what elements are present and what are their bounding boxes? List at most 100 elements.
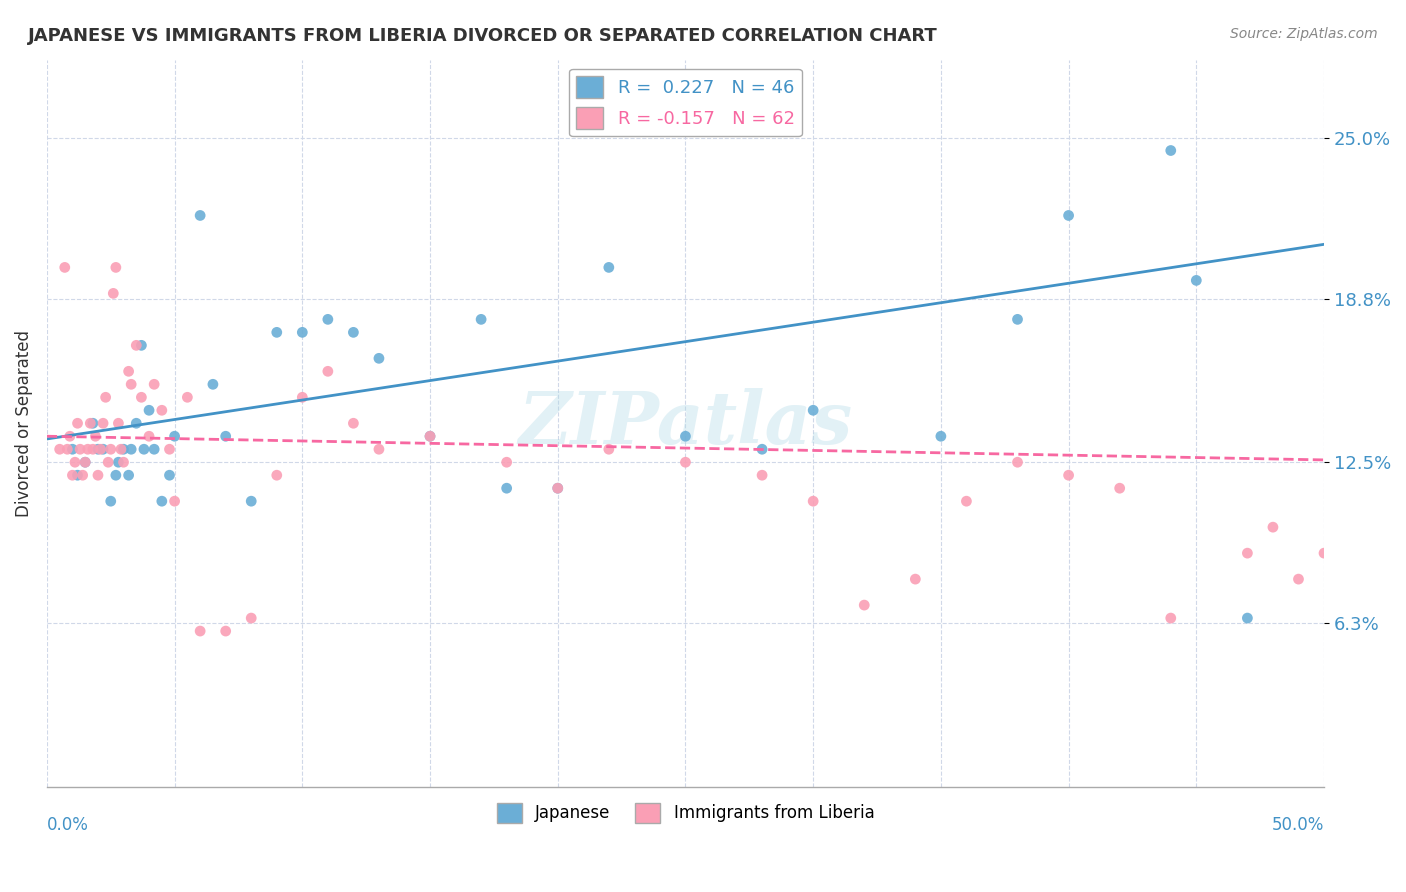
Point [138, 429, 160, 443]
Point [59, 429, 82, 443]
Point [120, 377, 142, 392]
Point [132, 442, 155, 457]
Point [163, 429, 186, 443]
Y-axis label: Divorced or Separated: Divorced or Separated [15, 330, 32, 516]
Point [215, 624, 238, 638]
Point [82, 442, 104, 457]
Point [291, 326, 314, 340]
Point [547, 481, 569, 495]
Point [266, 326, 288, 340]
Point [84, 429, 107, 443]
Point [104, 260, 127, 275]
Point [1160, 611, 1182, 625]
Point [1007, 312, 1029, 326]
Point [56, 442, 79, 457]
Point [91, 442, 114, 457]
Point [1108, 481, 1130, 495]
Point [853, 598, 876, 612]
Point [368, 351, 391, 366]
Text: Source: ZipAtlas.com: Source: ZipAtlas.com [1230, 27, 1378, 41]
Point [176, 39, 198, 54]
Point [215, 429, 238, 443]
Point [112, 455, 135, 469]
Point [159, 442, 181, 457]
Point [87, 442, 110, 457]
Point [62, 442, 84, 457]
Point [63, 455, 86, 469]
Point [751, 468, 773, 483]
Point [675, 429, 697, 443]
Point [1236, 611, 1258, 625]
Point [547, 481, 569, 495]
Point [94, 390, 117, 404]
Point [87, 468, 110, 483]
Point [125, 338, 148, 352]
Point [62, 468, 84, 483]
Point [138, 403, 160, 417]
Point [48, 442, 70, 457]
Point [1236, 546, 1258, 560]
Text: JAPANESE VS IMMIGRANTS FROM LIBERIA DIVORCED OR SEPARATED CORRELATION CHART: JAPANESE VS IMMIGRANTS FROM LIBERIA DIVO… [28, 27, 938, 45]
Point [201, 377, 224, 392]
Point [117, 364, 139, 378]
Point [159, 468, 181, 483]
Point [100, 494, 122, 508]
Point [316, 364, 339, 378]
Point [240, 611, 263, 625]
Point [1261, 13, 1284, 28]
Point [419, 429, 441, 443]
Point [342, 326, 364, 340]
Point [107, 455, 129, 469]
Point [1057, 468, 1080, 483]
Point [495, 481, 517, 495]
Point [1185, 273, 1208, 287]
Point [79, 417, 101, 431]
Point [675, 455, 697, 469]
Point [929, 429, 952, 443]
Point [1108, 1, 1130, 15]
Point [266, 468, 288, 483]
Point [470, 312, 492, 326]
Point [76, 442, 98, 457]
Text: 50.0%: 50.0% [1271, 816, 1324, 834]
Point [89, 442, 111, 457]
Point [598, 442, 620, 457]
Point [1007, 455, 1029, 469]
Point [120, 442, 142, 457]
Point [131, 338, 153, 352]
Point [112, 442, 135, 457]
Point [495, 455, 517, 469]
Point [72, 468, 94, 483]
Point [143, 442, 166, 457]
Point [97, 455, 120, 469]
Point [163, 494, 186, 508]
Point [316, 312, 339, 326]
Point [801, 494, 824, 508]
Point [143, 377, 166, 392]
Point [751, 442, 773, 457]
Point [104, 468, 127, 483]
Point [125, 417, 148, 431]
Point [75, 455, 97, 469]
Point [66, 417, 89, 431]
Point [1313, 546, 1336, 560]
Point [150, 403, 173, 417]
Legend: Japanese, Immigrants from Liberia: Japanese, Immigrants from Liberia [489, 796, 882, 830]
Point [91, 417, 114, 431]
Point [801, 403, 824, 417]
Point [598, 260, 620, 275]
Point [368, 442, 391, 457]
Point [66, 468, 89, 483]
Point [117, 468, 139, 483]
Point [150, 494, 173, 508]
Point [955, 494, 977, 508]
Point [100, 442, 122, 457]
Point [1160, 144, 1182, 158]
Point [131, 390, 153, 404]
Text: 0.0%: 0.0% [46, 816, 89, 834]
Point [419, 429, 441, 443]
Point [75, 455, 97, 469]
Point [53, 260, 76, 275]
Point [188, 624, 211, 638]
Point [107, 417, 129, 431]
